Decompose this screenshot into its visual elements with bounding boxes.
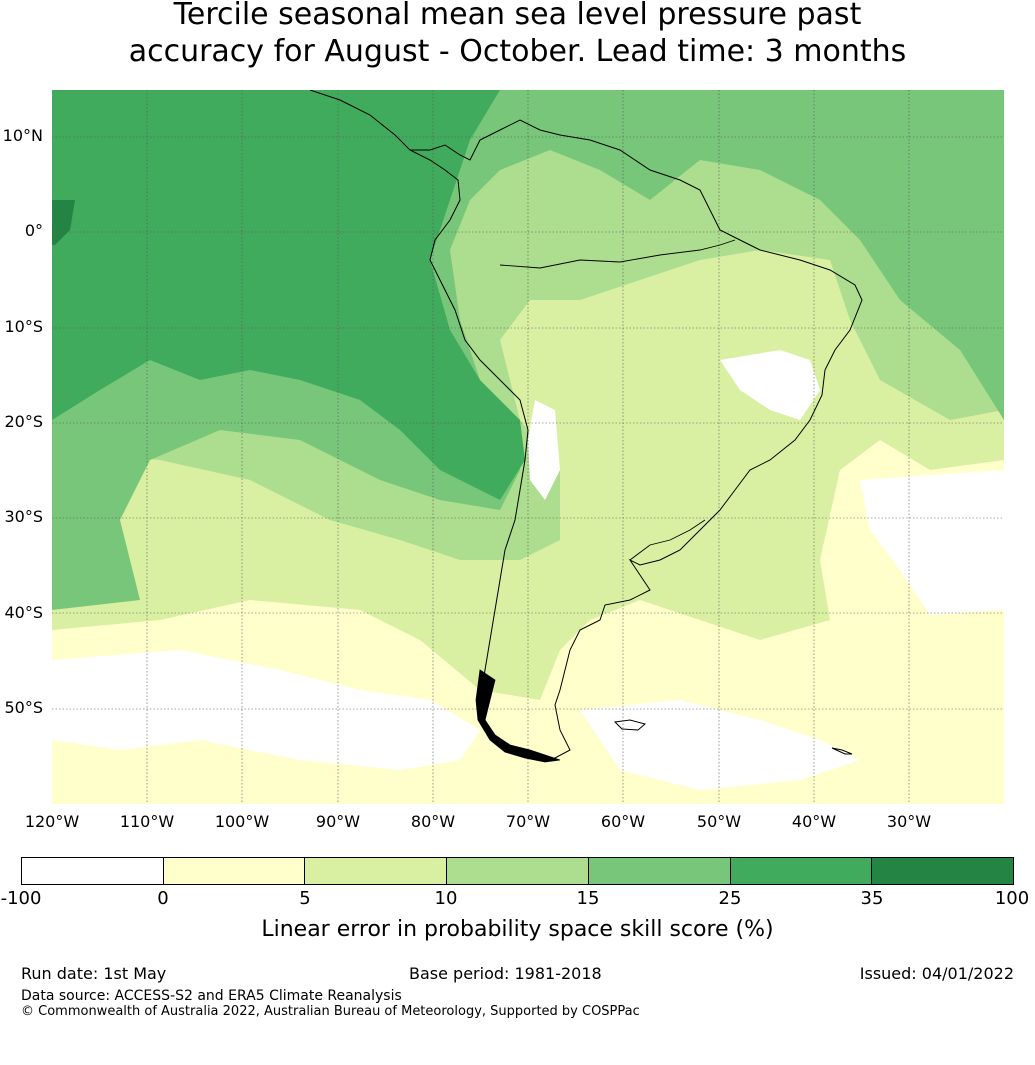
title-line-1: Tercile seasonal mean sea level pressure…	[173, 0, 862, 32]
graticule	[52, 90, 1004, 804]
lon-label-30w: 30°W	[886, 812, 932, 831]
run-date: Run date: 1st May	[21, 964, 167, 983]
lat-label-30s: 30°S	[4, 507, 43, 526]
lat-label-20s: 20°S	[4, 412, 43, 431]
colorbar-tick: 25	[718, 888, 742, 909]
issued-date: Issued: 04/01/2022	[859, 964, 1014, 983]
south-america-coastline	[309, 90, 863, 761]
colorbar-tick: 15	[576, 888, 600, 909]
lon-label-100w: 100°W	[214, 812, 270, 831]
lon-label-50w: 50°W	[696, 812, 742, 831]
lat-label-50s: 50°S	[4, 698, 43, 717]
region-lt0-south-pacific	[52, 650, 480, 770]
tierra-del-fuego	[475, 669, 561, 763]
title-line-2: accuracy for August - October. Lead time…	[128, 34, 907, 69]
rio-de-la-plata	[629, 519, 706, 561]
base-period: Base period: 1981-2018	[409, 964, 602, 983]
colorbar-label: Linear error in probability space skill …	[261, 917, 774, 942]
map-title: Tercile seasonal mean sea level pressure…	[0, 0, 1035, 70]
lon-label-90w: 90°W	[315, 812, 361, 831]
lon-label-120w: 120°W	[24, 812, 80, 831]
skill-score-map	[52, 90, 1004, 804]
south-georgia	[831, 747, 853, 755]
lon-label-40w: 40°W	[791, 812, 837, 831]
region-35-100	[52, 200, 75, 245]
region-lt0-brazil	[720, 350, 820, 420]
colorbar-tick: 100	[994, 888, 1030, 909]
lat-label-10n: 10°N	[2, 126, 43, 145]
lon-label-70w: 70°W	[505, 812, 551, 831]
colorbar-segment-15-25	[588, 858, 731, 884]
colorbar-segment-0-5	[163, 858, 306, 884]
lat-label-10s: 10°S	[4, 317, 43, 336]
colorbar-tick: 35	[860, 888, 884, 909]
colorbar-segment-lt0	[22, 858, 164, 884]
colorbar-segment-35-100	[872, 858, 1014, 884]
region-25-35	[52, 90, 525, 500]
region-lt0-south-atlantic	[580, 700, 860, 790]
colorbar-segment-5-10	[305, 858, 448, 884]
data-source: Data source: ACCESS-S2 and ERA5 Climate …	[21, 988, 402, 1004]
falkland-islands	[613, 719, 647, 731]
lon-label-60w: 60°W	[600, 812, 646, 831]
lat-label-0: 0°	[24, 221, 43, 240]
region-lt0-andes	[528, 400, 560, 500]
colorbar-tick: 0	[157, 888, 169, 909]
copyright: © Commonwealth of Australia 2022, Austra…	[21, 1004, 640, 1019]
colorbar	[21, 857, 1014, 885]
amazon-river	[499, 239, 736, 269]
lon-label-110w: 110°W	[119, 812, 175, 831]
colorbar-segment-25-35	[730, 858, 873, 884]
lon-label-80w: 80°W	[410, 812, 456, 831]
colorbar-segment-10-15	[447, 858, 589, 884]
colorbar-tick: 10	[434, 888, 458, 909]
region-lt0-atlantic	[860, 470, 1004, 615]
lat-label-40s: 40°S	[4, 603, 43, 622]
colorbar-tick: 5	[299, 888, 311, 909]
colorbar-tick: -100	[0, 888, 42, 909]
